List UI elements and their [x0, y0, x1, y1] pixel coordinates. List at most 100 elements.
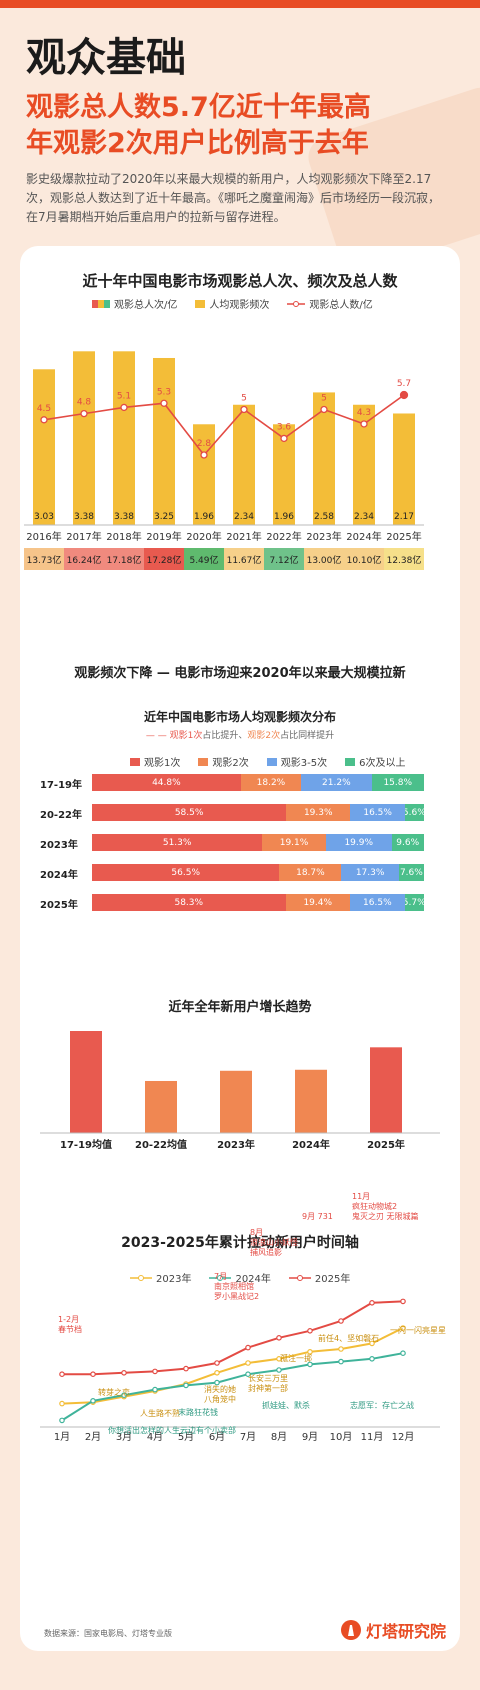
frequency-bar-label: 2.58	[314, 512, 334, 522]
stacked-bar-segment: 7.6%	[398, 864, 424, 881]
series-point	[245, 1344, 251, 1351]
timeline-annotation: 一闪一闪亮星星	[390, 1326, 446, 1335]
month-label: 7月	[239, 1432, 257, 1443]
chart2-legend: 观影1次 观影2次 观影3-5次 6次及以上	[130, 754, 423, 769]
series-point	[59, 1417, 65, 1424]
legend-label: 观影总人次/亿	[114, 300, 178, 311]
month-label: 2月	[84, 1432, 102, 1443]
frequency-bar	[153, 357, 175, 525]
audience-point	[120, 403, 128, 412]
timeline-annotation: 人生路不熟	[140, 1409, 180, 1418]
stacked-bar-segment: 44.8%	[92, 774, 241, 791]
top-accent-bar	[0, 0, 480, 8]
stacked-bar-segment: 58.5%	[92, 804, 287, 821]
year-label: 2021年	[226, 532, 262, 543]
audience-line	[43, 394, 405, 457]
total-visits-cell: 12.38亿	[384, 548, 424, 570]
stacked-bar-segment: 9.6%	[391, 834, 424, 851]
series-point	[276, 1356, 282, 1362]
total-visits-cell: 17.18亿	[104, 548, 144, 570]
series-line	[61, 1327, 404, 1405]
series-point	[338, 1346, 344, 1352]
stacked-bar-segment: 18.7%	[279, 864, 342, 881]
series-point	[152, 1386, 158, 1393]
category-label: 2024年	[292, 1140, 330, 1151]
stacked-bar-segment: 5.6%	[405, 804, 424, 821]
total-visits-cell: 16.24亿	[64, 548, 104, 570]
legend-label: 观影3-5次	[280, 758, 328, 769]
new-user-bar	[70, 1031, 102, 1133]
data-source: 数据来源：国家电影局、灯塔专业版	[44, 1629, 172, 1638]
timeline-annotation: 末路狂花钱	[178, 1408, 218, 1417]
stacked-bar-segment: 56.5%	[92, 864, 280, 881]
legend-item: 2023年	[130, 1270, 191, 1285]
series-point	[183, 1365, 189, 1372]
frequency-bar	[393, 413, 415, 525]
audience-point	[280, 434, 288, 443]
legend-label: 观影1次	[144, 758, 181, 769]
timeline-annotation: 长安三万里 封神第一部	[248, 1374, 288, 1393]
stacked-bar-segment: 17.3%	[341, 864, 399, 881]
legend-item-audience: 观影总人数/亿	[287, 296, 373, 311]
new-user-bar	[295, 1069, 327, 1133]
new-user-bar	[145, 1080, 177, 1133]
series-point	[369, 1300, 375, 1306]
audience-label: 5	[241, 393, 247, 403]
month-label: 1月	[53, 1432, 71, 1443]
stacked-bar-segment: 19.3%	[286, 804, 351, 821]
timeline-annotation: 抓娃娃、默杀	[262, 1401, 310, 1410]
frequency-bar	[113, 351, 135, 525]
audience-label: 5	[321, 393, 327, 403]
year-label: 2023年	[306, 532, 342, 543]
series-point	[307, 1327, 313, 1334]
series-point	[121, 1392, 127, 1399]
year-label: 2024年	[346, 532, 382, 543]
legend-item-6plus: 6次及以上	[345, 754, 405, 769]
stacked-bar-segment: 18.2%	[240, 774, 302, 791]
legend-item-3-5x: 观影3-5次	[266, 754, 328, 769]
frequency-bar-label: 3.03	[34, 512, 54, 522]
page-description: 影史级爆款拉动了2020年以来最大规模的新用户，人均观影频次下降至2.17次，观…	[26, 172, 441, 224]
timeline-annotation: 8月 浪浪山小妖怪 捕风追影	[250, 1228, 298, 1257]
chart1-plot: 3.03 3.38 3.38 3.25 1.96 2.34 1.96 2.58 2.34 2.17…	[24, 351, 424, 526]
frequency-bar-label: 2.17	[394, 512, 414, 522]
frequency-bar-label: 2.34	[354, 512, 374, 522]
total-visits-cell: 5.49亿	[184, 548, 224, 570]
total-visits-cell: 11.67亿	[224, 548, 264, 570]
year-label: 2020年	[186, 532, 222, 543]
series-point	[214, 1379, 220, 1386]
audience-label: 4.3	[357, 408, 371, 418]
audience-point	[320, 405, 328, 414]
frequency-bar	[273, 424, 295, 525]
series-point	[90, 1398, 96, 1404]
audience-point	[200, 451, 208, 459]
frequency-bar-label: 2.34	[234, 512, 254, 522]
series-point	[307, 1361, 313, 1368]
audience-label: 5.7	[397, 379, 411, 389]
timeline-annotation: 1-2月 春节档	[58, 1315, 82, 1334]
stacked-bar-segment: 19.4%	[285, 894, 350, 911]
stacked-bar-row: 44.8% 18.2% 21.2% 15.8%	[92, 774, 424, 791]
frequency-bar-label: 3.25	[154, 512, 174, 522]
series-point	[245, 1360, 251, 1366]
section2-title: 观影频次下降 — 电影市场迎来2020年以来最大规模拉新	[74, 666, 406, 681]
audience-label: 5.1	[117, 391, 131, 401]
stacked-bar-segment: 51.3%	[92, 834, 263, 851]
month-label: 10月	[329, 1432, 353, 1443]
line-marker-icon	[209, 1274, 232, 1281]
note-part: 占比提升、	[202, 731, 248, 741]
new-user-bar	[370, 1047, 402, 1133]
total-visits-cell: 17.28亿	[144, 548, 184, 570]
chart4-plot	[40, 1298, 440, 1428]
audience-label: 4.5	[37, 404, 51, 414]
audience-point	[40, 416, 48, 424]
timeline-annotation: 孤注一掷	[280, 1354, 312, 1363]
legend-label: 6次及以上	[359, 758, 406, 769]
chart2-note: — — 观影1次占比提升、观影2次占比同样提升	[20, 728, 460, 741]
audience-label: 5.3	[157, 387, 171, 397]
total-visits-cell: 7.12亿	[264, 548, 304, 570]
audience-point	[160, 399, 168, 407]
month-label: 8月	[270, 1432, 288, 1443]
timeline-annotation: 志愿军：存亡之战	[350, 1401, 414, 1410]
legend-label: 2025年	[314, 1274, 351, 1285]
